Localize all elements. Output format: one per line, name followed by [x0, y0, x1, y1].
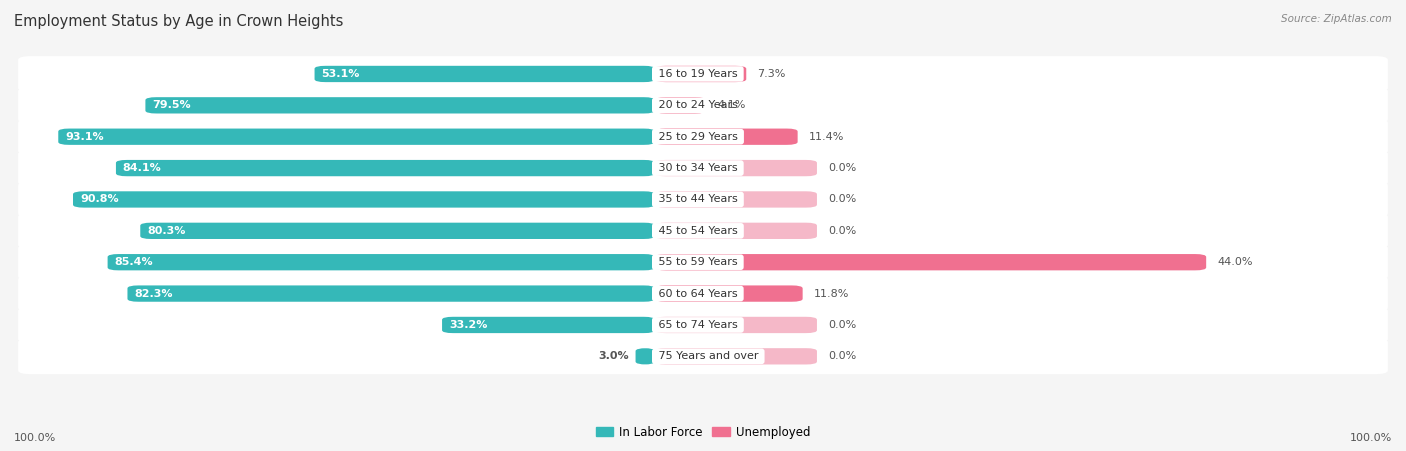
Text: 65 to 74 Years: 65 to 74 Years: [655, 320, 741, 330]
Text: 20 to 24 Years: 20 to 24 Years: [655, 100, 741, 110]
FancyBboxPatch shape: [115, 160, 655, 176]
Text: 79.5%: 79.5%: [152, 100, 191, 110]
Text: 25 to 29 Years: 25 to 29 Years: [655, 132, 741, 142]
Legend: In Labor Force, Unemployed: In Labor Force, Unemployed: [591, 421, 815, 443]
FancyBboxPatch shape: [18, 182, 1388, 217]
Text: 80.3%: 80.3%: [148, 226, 186, 236]
FancyBboxPatch shape: [315, 66, 655, 82]
Text: 0.0%: 0.0%: [828, 226, 856, 236]
FancyBboxPatch shape: [18, 213, 1388, 249]
FancyBboxPatch shape: [655, 97, 706, 114]
FancyBboxPatch shape: [655, 317, 817, 333]
Text: Source: ZipAtlas.com: Source: ZipAtlas.com: [1281, 14, 1392, 23]
Text: 33.2%: 33.2%: [449, 320, 488, 330]
Text: Employment Status by Age in Crown Heights: Employment Status by Age in Crown Height…: [14, 14, 343, 28]
FancyBboxPatch shape: [655, 66, 747, 82]
Text: 0.0%: 0.0%: [828, 163, 856, 173]
FancyBboxPatch shape: [73, 191, 655, 207]
FancyBboxPatch shape: [145, 97, 655, 114]
Text: 35 to 44 Years: 35 to 44 Years: [655, 194, 741, 204]
Text: 60 to 64 Years: 60 to 64 Years: [655, 289, 741, 299]
Text: 44.0%: 44.0%: [1218, 257, 1253, 267]
FancyBboxPatch shape: [655, 223, 817, 239]
FancyBboxPatch shape: [655, 160, 817, 176]
Text: 3.0%: 3.0%: [598, 351, 628, 361]
FancyBboxPatch shape: [58, 129, 655, 145]
FancyBboxPatch shape: [655, 191, 817, 207]
Text: 75 Years and over: 75 Years and over: [655, 351, 762, 361]
Text: 16 to 19 Years: 16 to 19 Years: [655, 69, 741, 79]
FancyBboxPatch shape: [18, 87, 1388, 123]
Text: 84.1%: 84.1%: [122, 163, 162, 173]
FancyBboxPatch shape: [18, 244, 1388, 280]
FancyBboxPatch shape: [18, 119, 1388, 155]
Text: 11.4%: 11.4%: [808, 132, 844, 142]
FancyBboxPatch shape: [18, 276, 1388, 312]
FancyBboxPatch shape: [655, 254, 1206, 270]
Text: 82.3%: 82.3%: [135, 289, 173, 299]
Text: 45 to 54 Years: 45 to 54 Years: [655, 226, 741, 236]
Text: 100.0%: 100.0%: [1350, 433, 1392, 443]
FancyBboxPatch shape: [441, 317, 655, 333]
Text: 100.0%: 100.0%: [14, 433, 56, 443]
Text: 90.8%: 90.8%: [80, 194, 118, 204]
FancyBboxPatch shape: [636, 348, 655, 364]
Text: 93.1%: 93.1%: [65, 132, 104, 142]
Text: 0.0%: 0.0%: [828, 320, 856, 330]
Text: 7.3%: 7.3%: [758, 69, 786, 79]
Text: 4.1%: 4.1%: [717, 100, 745, 110]
Text: 85.4%: 85.4%: [114, 257, 153, 267]
Text: 11.8%: 11.8%: [814, 289, 849, 299]
Text: 30 to 34 Years: 30 to 34 Years: [655, 163, 741, 173]
FancyBboxPatch shape: [655, 348, 817, 364]
FancyBboxPatch shape: [18, 339, 1388, 374]
FancyBboxPatch shape: [141, 223, 655, 239]
FancyBboxPatch shape: [128, 285, 655, 302]
FancyBboxPatch shape: [655, 285, 803, 302]
Text: 55 to 59 Years: 55 to 59 Years: [655, 257, 741, 267]
Text: 0.0%: 0.0%: [828, 194, 856, 204]
FancyBboxPatch shape: [108, 254, 655, 270]
FancyBboxPatch shape: [655, 129, 797, 145]
Text: 0.0%: 0.0%: [828, 351, 856, 361]
Text: 53.1%: 53.1%: [322, 69, 360, 79]
FancyBboxPatch shape: [18, 56, 1388, 92]
FancyBboxPatch shape: [18, 307, 1388, 343]
FancyBboxPatch shape: [18, 150, 1388, 186]
